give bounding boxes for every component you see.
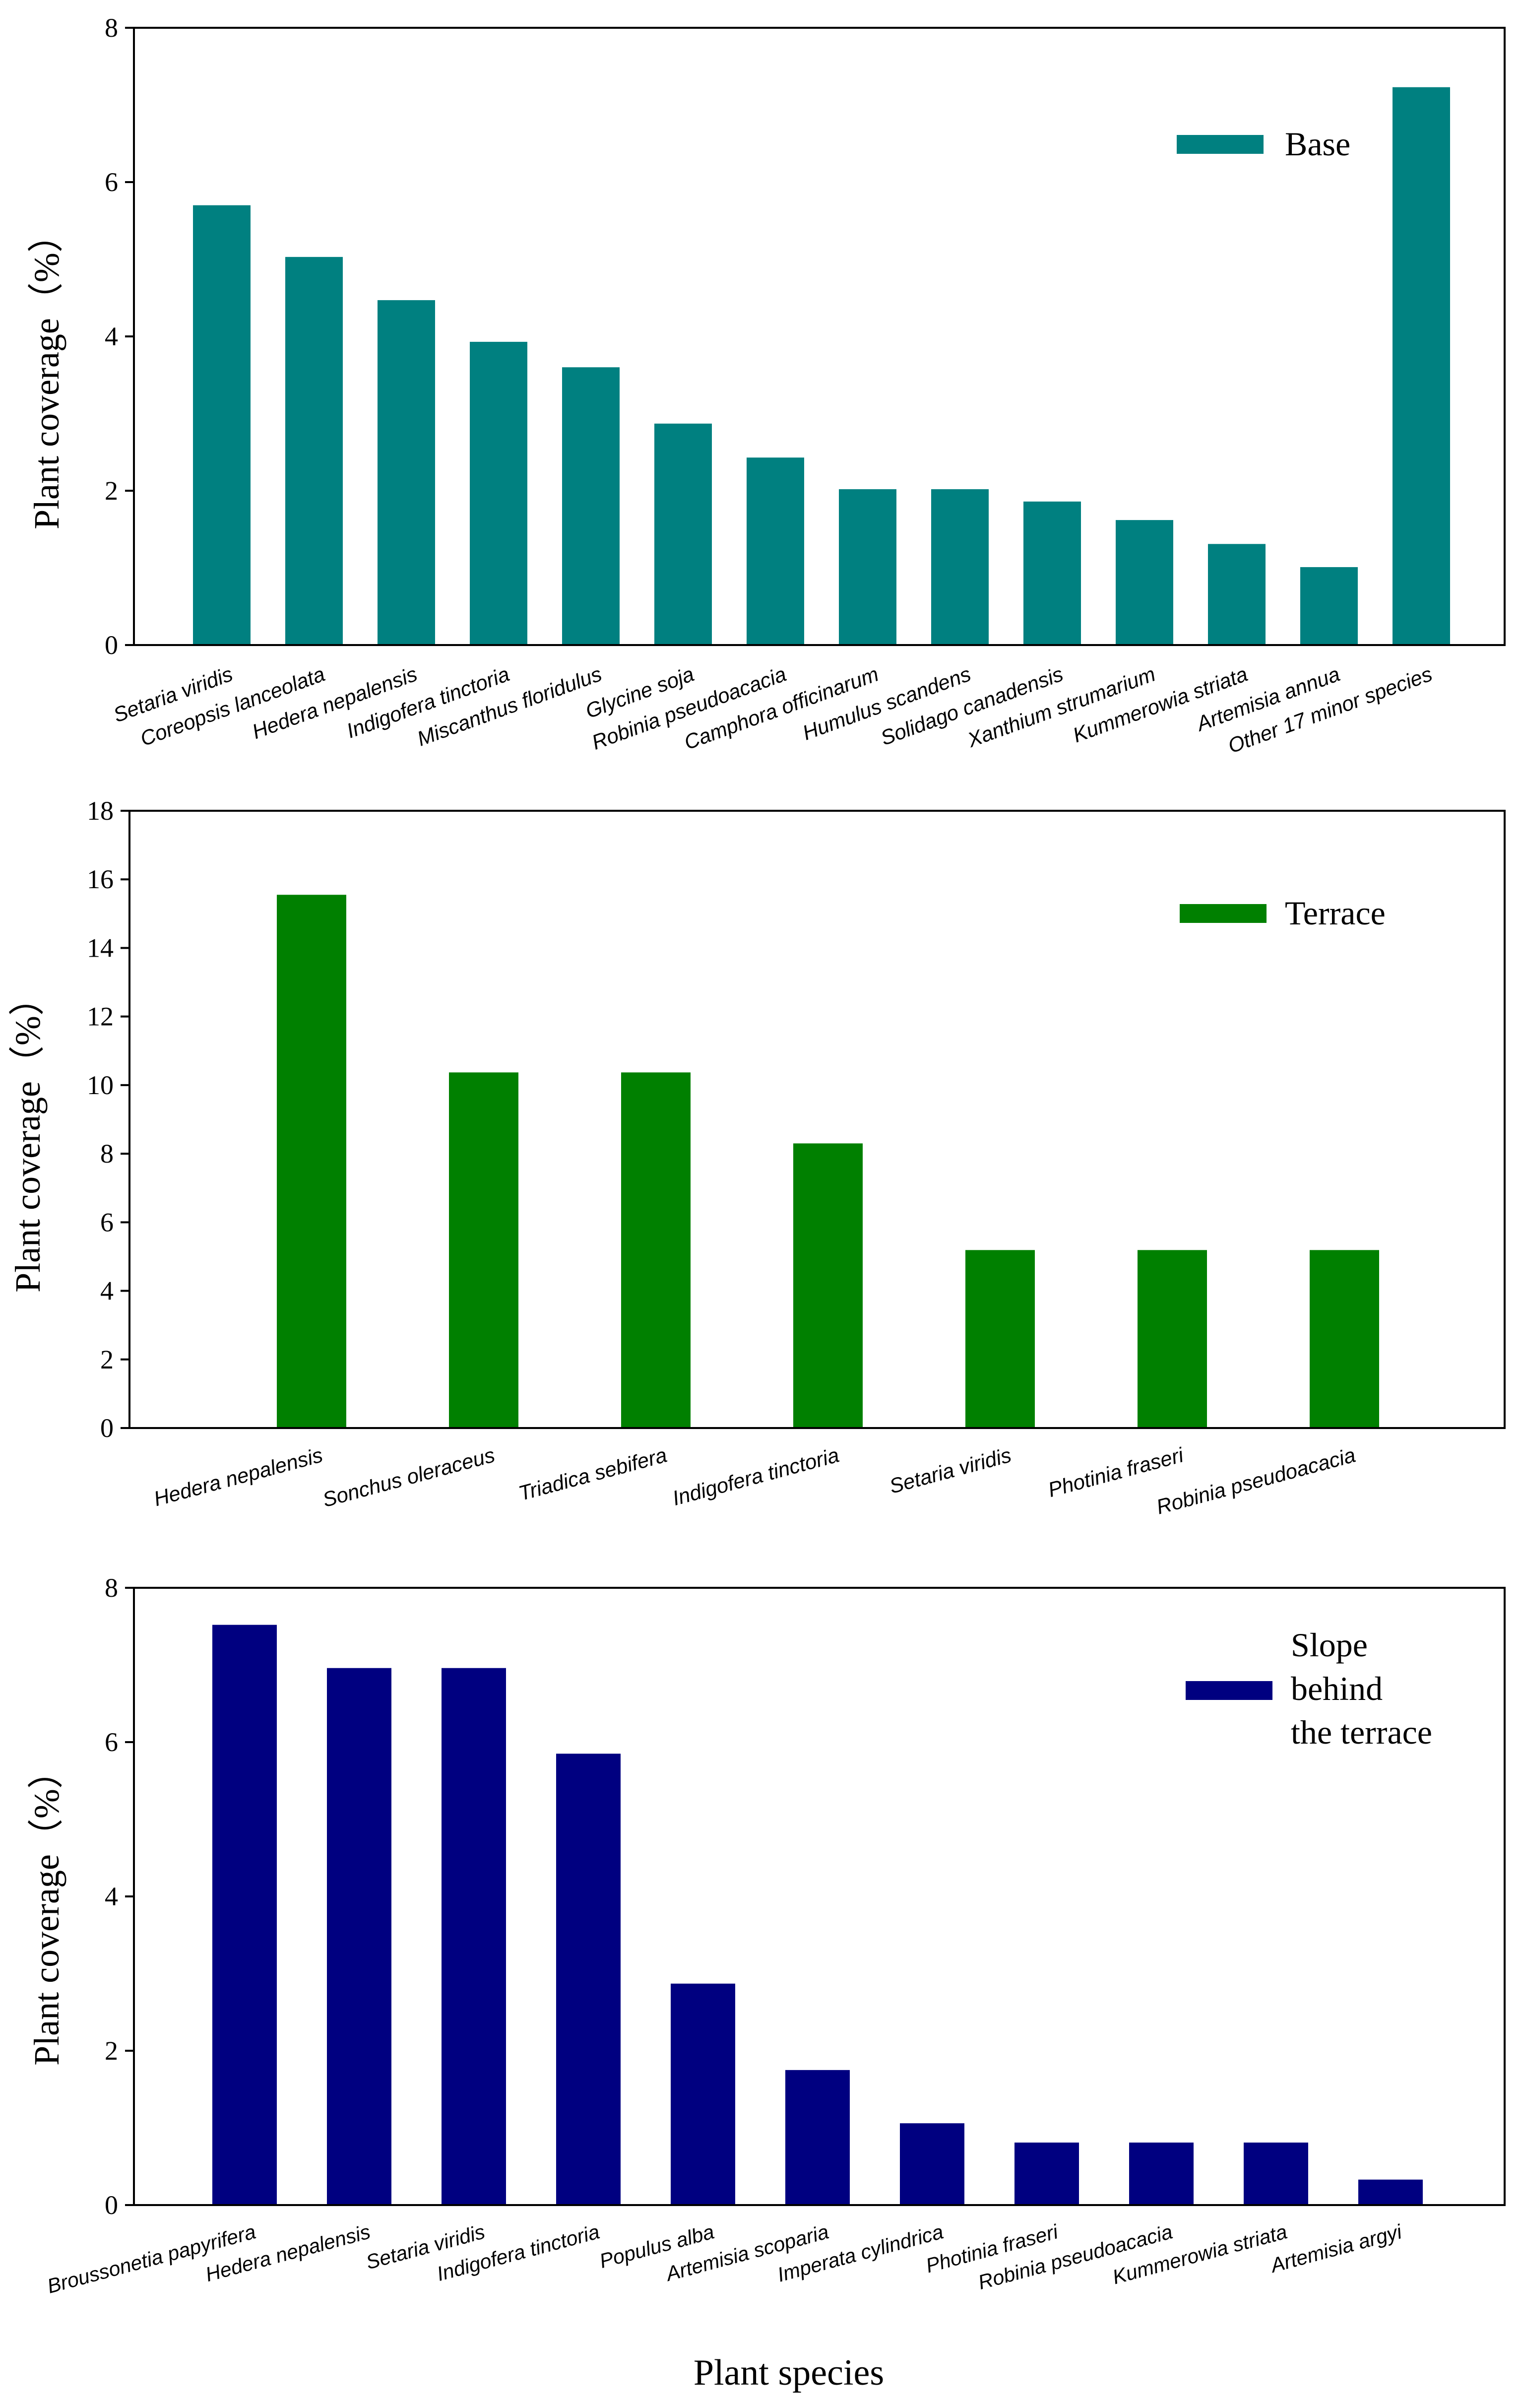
bar xyxy=(1129,2143,1194,2205)
y-tick-label: 14 xyxy=(87,933,114,963)
y-tick-label: 0 xyxy=(100,1413,114,1443)
y-tick-label: 4 xyxy=(100,1276,114,1306)
bar xyxy=(621,1072,691,1428)
y-tick-label: 0 xyxy=(105,630,118,660)
legend-swatch xyxy=(1177,135,1264,154)
bar-series xyxy=(212,1625,1423,2205)
bar xyxy=(449,1072,518,1428)
y-axis-label: Plant coverage（%） xyxy=(27,217,66,529)
legend: Terrace xyxy=(1180,894,1386,932)
y-tick-label: 2 xyxy=(105,2036,118,2066)
chart-panel-terrace: Plant coverage（%） 0 2 4 6 8 10 12 14 16 18 Hedera… xyxy=(8,796,1506,1519)
bar xyxy=(900,2123,964,2205)
legend-swatch xyxy=(1180,904,1267,923)
y-axis-ticks: 0 2 4 6 8 10 12 14 16 18 xyxy=(87,796,129,1443)
y-axis-ticks: 0 2 4 6 8 xyxy=(105,1573,134,2220)
bar xyxy=(671,1983,735,2205)
bar xyxy=(1116,520,1173,645)
y-tick-label: 6 xyxy=(105,167,118,197)
bar xyxy=(654,423,712,645)
bar xyxy=(277,895,346,1428)
y-tick-label: 0 xyxy=(105,2190,118,2220)
bar xyxy=(1393,87,1450,646)
bar xyxy=(193,205,251,645)
y-tick-label: 12 xyxy=(87,1002,114,1032)
x-category-label: Robinia pseudoacacia xyxy=(1154,1443,1358,1518)
bar xyxy=(442,1668,506,2205)
bar xyxy=(1138,1250,1207,1428)
y-axis-label: Plant coverage（%） xyxy=(8,980,48,1293)
bar xyxy=(556,1754,621,2205)
y-tick-label: 6 xyxy=(105,1727,118,1757)
bar xyxy=(1014,2143,1079,2205)
bar xyxy=(1023,501,1081,645)
y-tick-label: 2 xyxy=(105,476,118,506)
bar xyxy=(378,300,435,645)
x-axis-label: Plant species xyxy=(694,2352,884,2393)
x-category-label: Indigofera tinctoria xyxy=(670,1443,841,1510)
y-tick-label: 8 xyxy=(105,1573,118,1603)
y-tick-label: 10 xyxy=(87,1070,114,1100)
y-tick-label: 2 xyxy=(100,1345,114,1374)
bar xyxy=(1358,2179,1423,2205)
y-tick-label: 16 xyxy=(87,864,114,894)
bar xyxy=(839,489,896,645)
bar xyxy=(327,1668,391,2205)
bar xyxy=(965,1250,1035,1428)
bar xyxy=(793,1143,863,1428)
y-tick-label: 4 xyxy=(105,1882,118,1911)
chart-panel-base: Plant coverage（%） 0 2 4 6 8 Setaria viridisC… xyxy=(27,13,1506,758)
bar xyxy=(470,341,527,645)
x-category-label: Hedera nepalensis xyxy=(151,1443,325,1510)
legend: Slope behind the terrace xyxy=(1186,1626,1432,1751)
legend-label-line-1: Slope xyxy=(1291,1626,1368,1664)
y-tick-label: 8 xyxy=(105,13,118,43)
y-tick-label: 4 xyxy=(105,322,118,351)
legend-swatch xyxy=(1186,1681,1272,1700)
bar xyxy=(562,367,620,645)
x-category-label: Artemisia argyi xyxy=(1267,2220,1405,2278)
legend-label: Terrace xyxy=(1285,894,1386,932)
x-category-label: Sonchus oleraceus xyxy=(320,1443,497,1511)
bar-series xyxy=(277,895,1379,1428)
plot-area-frame xyxy=(133,27,1506,646)
x-category-label: Triadica sebifera xyxy=(516,1443,669,1505)
legend: Base xyxy=(1177,125,1350,163)
legend-label-line-2: behind xyxy=(1291,1670,1383,1707)
bar xyxy=(1310,1250,1379,1428)
y-axis-label: Plant coverage（%） xyxy=(27,1753,66,2066)
bar xyxy=(785,2070,850,2205)
legend-label-line-3: the terrace xyxy=(1291,1713,1432,1751)
bar xyxy=(1208,544,1266,645)
x-category-label: Setaria viridis xyxy=(887,1443,1014,1498)
y-tick-label: 18 xyxy=(87,796,114,826)
bar xyxy=(747,457,804,645)
chart-panel-slope: Plant coverage（%） 0 2 4 6 8 Broussonetia pap… xyxy=(27,1573,1506,2393)
bar xyxy=(1300,567,1358,645)
bar-series xyxy=(193,87,1450,646)
bar xyxy=(212,1625,277,2205)
legend-label: Base xyxy=(1285,125,1350,163)
plot-area-frame xyxy=(133,1587,1506,2206)
plot-area-frame xyxy=(128,810,1506,1429)
bar xyxy=(931,489,989,645)
y-tick-label: 8 xyxy=(100,1139,114,1169)
y-tick-label: 6 xyxy=(100,1207,114,1237)
bar xyxy=(285,257,343,645)
bar xyxy=(1244,2143,1308,2205)
y-axis-ticks: 0 2 4 6 8 xyxy=(105,13,134,660)
